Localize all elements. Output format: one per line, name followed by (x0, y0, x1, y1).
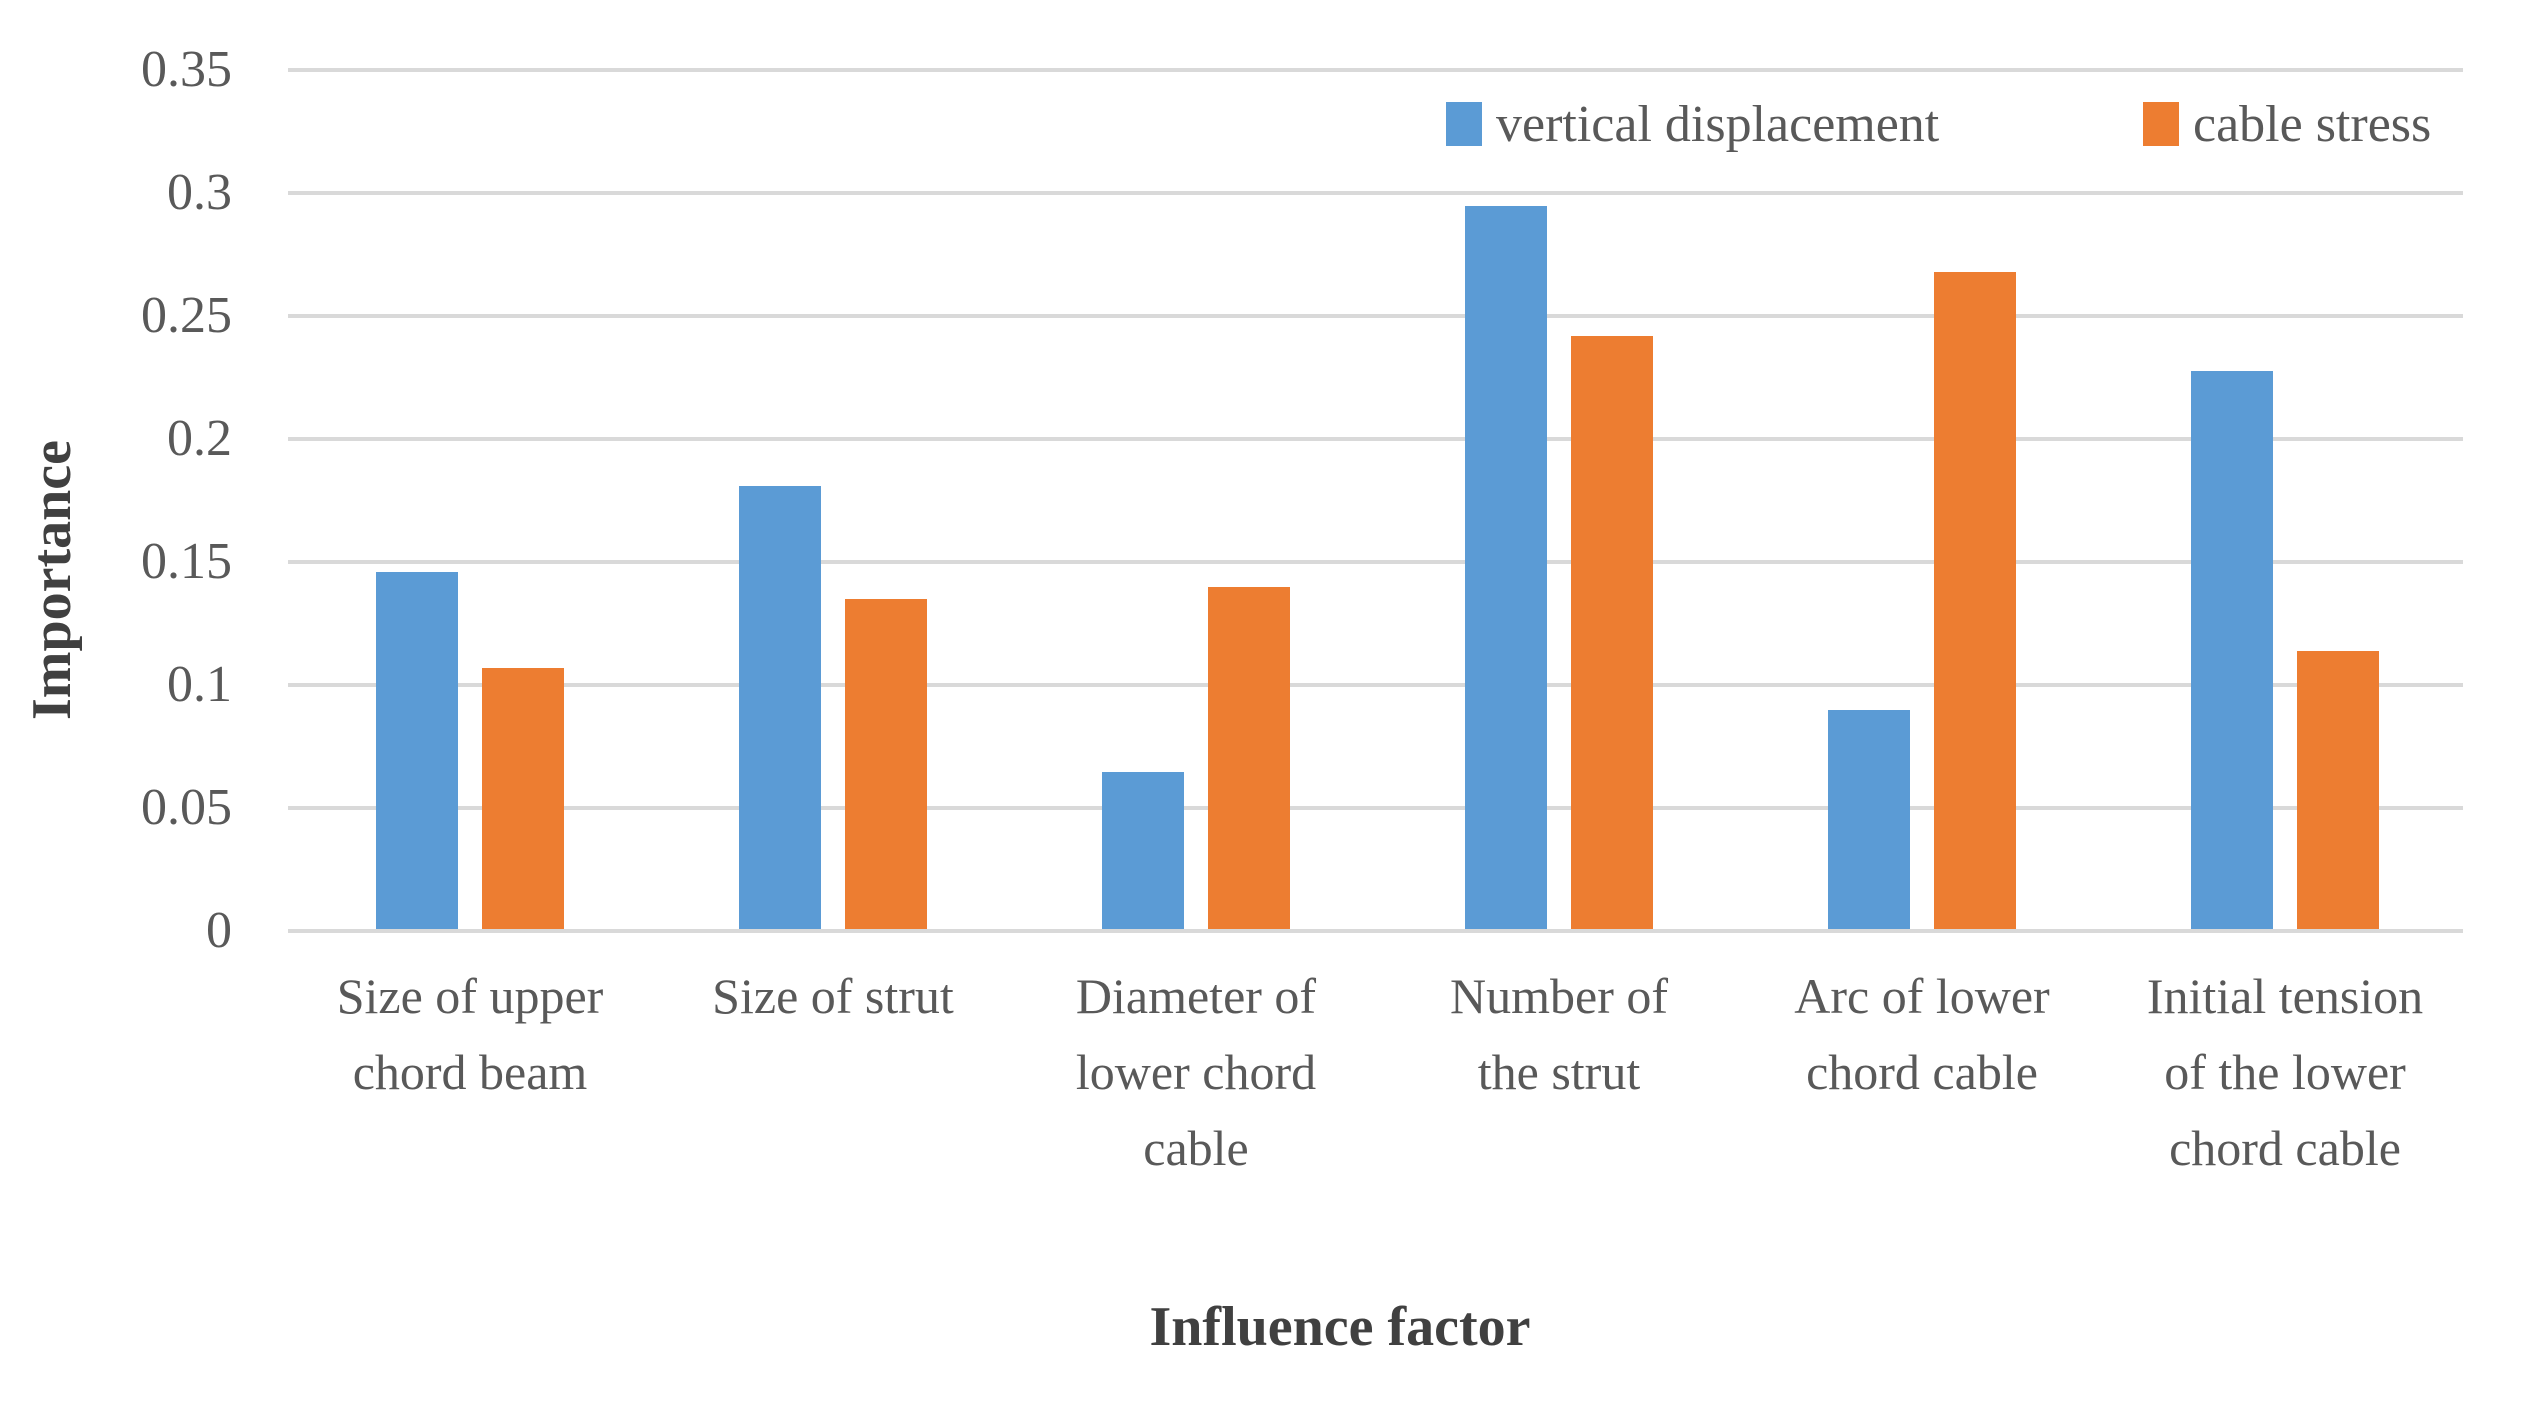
x-axis-line (288, 929, 2463, 933)
bar-vertical-displacement-group-2 (739, 486, 821, 929)
x-axis-category-label: Number of the strut (1450, 968, 1668, 1100)
y-axis-tick-label: 0.25 (141, 287, 232, 344)
x-axis-title: Influence factor (1149, 1296, 1531, 1358)
bar-vertical-displacement-group-5 (1828, 710, 1910, 929)
x-axis-category-label: Diameter of lower chord cable (1075, 968, 1317, 1176)
bar-vertical-displacement-group-3 (1102, 771, 1184, 929)
gridline (288, 806, 2463, 810)
gridline (288, 437, 2463, 441)
y-axis-tick-label: 0.2 (167, 410, 232, 467)
x-axis-category-label: Size of upper chord beam (336, 968, 604, 1100)
legend-swatch-cable-stress-icon (2143, 102, 2179, 146)
gridline (288, 68, 2463, 72)
legend-label-vertical-displacement: vertical displacement (1496, 95, 1940, 153)
y-axis-tick-label: 0.35 (141, 41, 232, 98)
legend-item-cable-stress: cable stress (2143, 94, 2431, 154)
legend-swatch-vertical-displacement-icon (1446, 102, 1482, 146)
bar-vertical-displacement-group-4 (1465, 205, 1547, 929)
gridline (288, 683, 2463, 687)
legend-item-vertical-displacement: vertical displacement (1446, 94, 1939, 154)
bar-cable-stress-group-4 (1571, 336, 1653, 929)
y-axis-tick-label: 0 (206, 902, 232, 959)
legend-label-cable-stress: cable stress (2193, 95, 2432, 153)
bar-vertical-displacement-group-6 (2191, 370, 2273, 929)
x-axis-category-label: Size of strut (712, 968, 954, 1024)
plot-area (288, 68, 2463, 933)
gridline (288, 191, 2463, 195)
bar-cable-stress-group-2 (845, 599, 927, 929)
bar-cable-stress-group-6 (2297, 651, 2379, 929)
y-axis-tick-label: 0.15 (141, 533, 232, 590)
gridline (288, 314, 2463, 318)
x-axis-category-label: Arc of lower chord cable (1794, 968, 2050, 1100)
bar-cable-stress-group-3 (1208, 587, 1290, 929)
y-axis-tick-label: 0.3 (167, 164, 232, 221)
x-axis-category-label: Initial tension of the lower chord cable (2146, 968, 2424, 1176)
y-axis-tick-label: 0.05 (141, 779, 232, 836)
gridline (288, 560, 2463, 564)
legend: vertical displacement cable stress (0, 94, 2533, 154)
bar-vertical-displacement-group-1 (376, 572, 458, 929)
y-axis-tick-label: 0.1 (167, 656, 232, 713)
bar-cable-stress-group-1 (482, 668, 564, 929)
bar-cable-stress-group-5 (1934, 272, 2016, 929)
